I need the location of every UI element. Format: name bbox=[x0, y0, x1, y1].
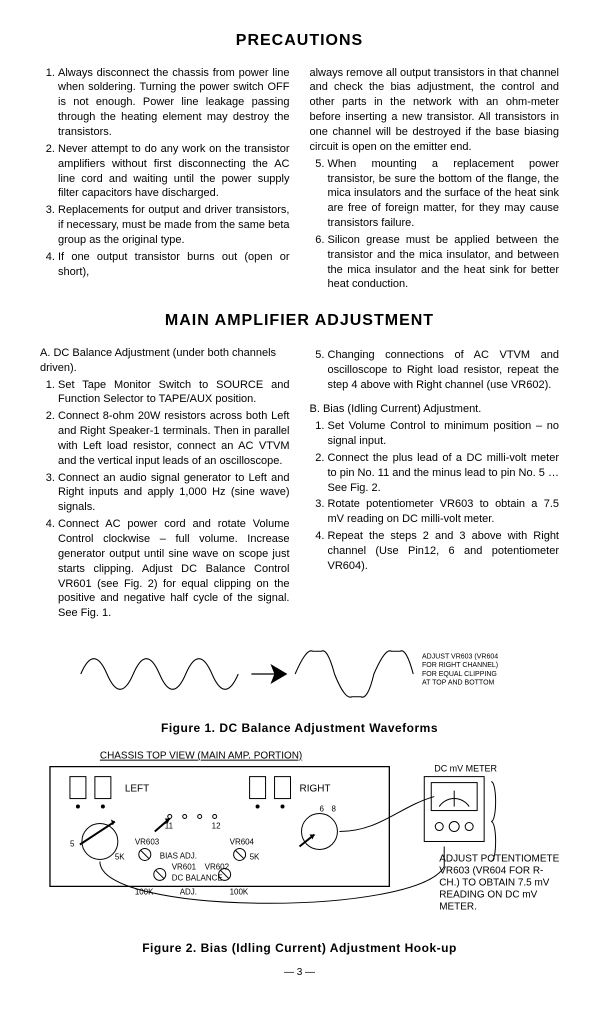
section-a-label: A. DC Balance Adjustment (under both cha… bbox=[40, 346, 290, 376]
fig2-note-line: READING ON DC mV bbox=[439, 889, 537, 900]
adjustment-left-col: A. DC Balance Adjustment (under both cha… bbox=[40, 346, 290, 623]
fig2-5k-a: 5K bbox=[115, 853, 125, 862]
precautions-right-col: always remove all output transistors in … bbox=[310, 66, 560, 295]
list-item: Connect the plus lead of a DC milli-volt… bbox=[328, 451, 560, 496]
figure-2-caption: Figure 2. Bias (Idling Current) Adjustme… bbox=[40, 940, 559, 956]
precautions-columns: Always disconnect the chassis from power… bbox=[40, 66, 559, 295]
precautions-left-col: Always disconnect the chassis from power… bbox=[40, 66, 290, 295]
fig2-vr601: VR601 bbox=[172, 862, 197, 871]
precaution-item: Silicon grease must be applied between t… bbox=[328, 233, 560, 292]
fig2-adj: ADJ. bbox=[180, 887, 197, 896]
fig2-pin6: 6 bbox=[319, 805, 324, 814]
section-b-label: B. Bias (Idling Current) Adjustment. bbox=[310, 402, 560, 417]
figure-1-diagram: ADJUST VR603 (VR604 FOR RIGHT CHANNEL) F… bbox=[40, 639, 559, 714]
fig2-title: CHASSIS TOP VIEW (MAIN AMP. PORTION) bbox=[100, 751, 302, 762]
fig2-note-line: ADJUST POTENTIOMETER bbox=[439, 854, 559, 865]
list-item: Set Tape Monitor Switch to SOURCE and Fu… bbox=[58, 378, 290, 408]
fig2-pin5: 5 bbox=[70, 840, 75, 849]
fig1-note-line: AT TOP AND BOTTOM bbox=[422, 680, 495, 687]
fig2-pin12: 12 bbox=[212, 822, 221, 831]
figure-2-diagram: CHASSIS TOP VIEW (MAIN AMP. PORTION) LEF… bbox=[40, 744, 559, 934]
fig1-note-line: FOR EQUAL CLIPPING bbox=[422, 671, 497, 678]
main-adjustment-heading: MAIN AMPLIFIER ADJUSTMENT bbox=[40, 310, 559, 332]
list-item: Connect AC power cord and rotate Volume … bbox=[58, 517, 290, 621]
figure-1-caption: Figure 1. DC Balance Adjustment Waveform… bbox=[40, 720, 559, 736]
list-item: Changing connections of AC VTVM and osci… bbox=[328, 348, 560, 393]
fig2-vr603: VR603 bbox=[135, 838, 160, 847]
fig2-note-line: CH.) TO OBTAIN 7.5 mV bbox=[439, 877, 550, 888]
section-a-list: Set Tape Monitor Switch to SOURCE and Fu… bbox=[40, 378, 290, 622]
adjustment-columns: A. DC Balance Adjustment (under both cha… bbox=[40, 346, 559, 623]
precaution-item: Never attempt to do any work on the tran… bbox=[58, 142, 290, 201]
fig2-pin8: 8 bbox=[331, 805, 336, 814]
precautions-left-list: Always disconnect the chassis from power… bbox=[40, 66, 290, 280]
precaution-item: Replacements for output and driver trans… bbox=[58, 203, 290, 248]
fig2-bias-adj: BIAS ADJ. bbox=[160, 852, 197, 861]
fig1-note-line: ADJUST VR603 (VR604 bbox=[422, 653, 498, 660]
precautions-heading: PRECAUTIONS bbox=[40, 30, 559, 52]
section-b-list: Set Volume Control to minimum position –… bbox=[310, 419, 560, 573]
list-item: Rotate potentiometer VR603 to obtain a 7… bbox=[328, 497, 560, 527]
section-a-cont-list: Changing connections of AC VTVM and osci… bbox=[310, 348, 560, 393]
fig2-note-line: VR603 (VR604 FOR R- bbox=[439, 865, 543, 876]
fig2-100k-b: 100K bbox=[230, 887, 249, 896]
fig2-right-label: RIGHT bbox=[300, 784, 331, 795]
fig1-note-line: FOR RIGHT CHANNEL) bbox=[422, 662, 498, 669]
precaution-item: Always disconnect the chassis from power… bbox=[58, 66, 290, 140]
page-number: — 3 — bbox=[40, 966, 559, 980]
precautions-right-list: When mounting a replacement power transi… bbox=[310, 157, 560, 293]
list-item: Connect 8-ohm 20W resistors across both … bbox=[58, 409, 290, 468]
fig2-note-line: METER. bbox=[439, 901, 477, 912]
precaution-item: When mounting a replacement power transi… bbox=[328, 157, 560, 231]
fig2-5k-b: 5K bbox=[250, 853, 260, 862]
precaution-item: If one output transistor burns out (open… bbox=[58, 250, 290, 280]
adjustment-right-col: Changing connections of AC VTVM and osci… bbox=[310, 346, 560, 623]
list-item: Repeat the steps 2 and 3 above with Righ… bbox=[328, 529, 560, 574]
fig2-left-label: LEFT bbox=[125, 784, 149, 795]
fig2-dc-balance: DC BALANCE bbox=[172, 873, 223, 882]
list-item: Connect an audio signal generator to Lef… bbox=[58, 471, 290, 516]
fig2-meter-label: DC mV METER bbox=[434, 764, 497, 774]
fig2-vr602: VR602 bbox=[205, 862, 230, 871]
fig2-vr604: VR604 bbox=[230, 838, 255, 847]
list-item: Set Volume Control to minimum position –… bbox=[328, 419, 560, 449]
precaution-item-cont: always remove all output transistors in … bbox=[310, 66, 560, 155]
